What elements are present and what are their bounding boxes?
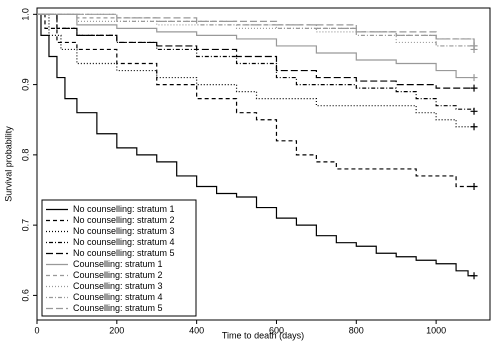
survival-curve [37, 13, 475, 188]
censor-mark [470, 182, 478, 190]
censor-mark [470, 84, 478, 92]
legend-label: No counselling: stratum 2 [73, 215, 175, 225]
survival-curve [37, 13, 475, 46]
x-tick-label: 1000 [426, 325, 446, 335]
x-tick-label: 200 [109, 325, 124, 335]
legend-box [41, 199, 197, 317]
legend-label: Counselling: stratum 3 [73, 281, 163, 291]
survival-curve [37, 13, 475, 50]
y-tick-label: 0.9 [20, 78, 30, 91]
censor-mark [470, 42, 478, 50]
legend-label: Counselling: stratum 4 [73, 292, 163, 302]
survival-curve [37, 13, 475, 79]
survival-curve [37, 13, 475, 89]
plot-frame [36, 7, 491, 321]
y-tick-label: 1.0 [20, 8, 30, 21]
x-tick-label: 400 [189, 325, 204, 335]
y-axis-label: Survival probability [3, 126, 13, 202]
legend-label: No counselling: stratum 1 [73, 204, 175, 214]
survival-curve [37, 13, 475, 47]
y-tick-label: 0.6 [20, 289, 30, 302]
x-tick-label: 0 [34, 325, 39, 335]
legend-label: No counselling: stratum 4 [73, 237, 175, 247]
censor-mark [470, 107, 478, 115]
censor-mark [470, 272, 478, 280]
survival-curve [37, 13, 475, 128]
legend-label: No counselling: stratum 5 [73, 248, 175, 258]
survival-curve [37, 13, 475, 277]
legend-label: Counselling: stratum 1 [73, 259, 163, 269]
legend-label: No counselling: stratum 3 [73, 226, 175, 236]
censor-mark [470, 123, 478, 131]
survival-curve [37, 13, 475, 112]
legend-label: Counselling: stratum 2 [73, 270, 163, 280]
y-tick-label: 0.8 [20, 149, 30, 162]
y-tick-label: 0.7 [20, 219, 30, 232]
survival-curve [37, 13, 475, 46]
x-tick-label: 800 [349, 325, 364, 335]
legend-label: Counselling: stratum 5 [73, 303, 163, 313]
censor-mark [470, 74, 478, 82]
x-tick-label: 600 [269, 325, 284, 335]
x-axis-label: Time to death (days) [222, 330, 304, 340]
